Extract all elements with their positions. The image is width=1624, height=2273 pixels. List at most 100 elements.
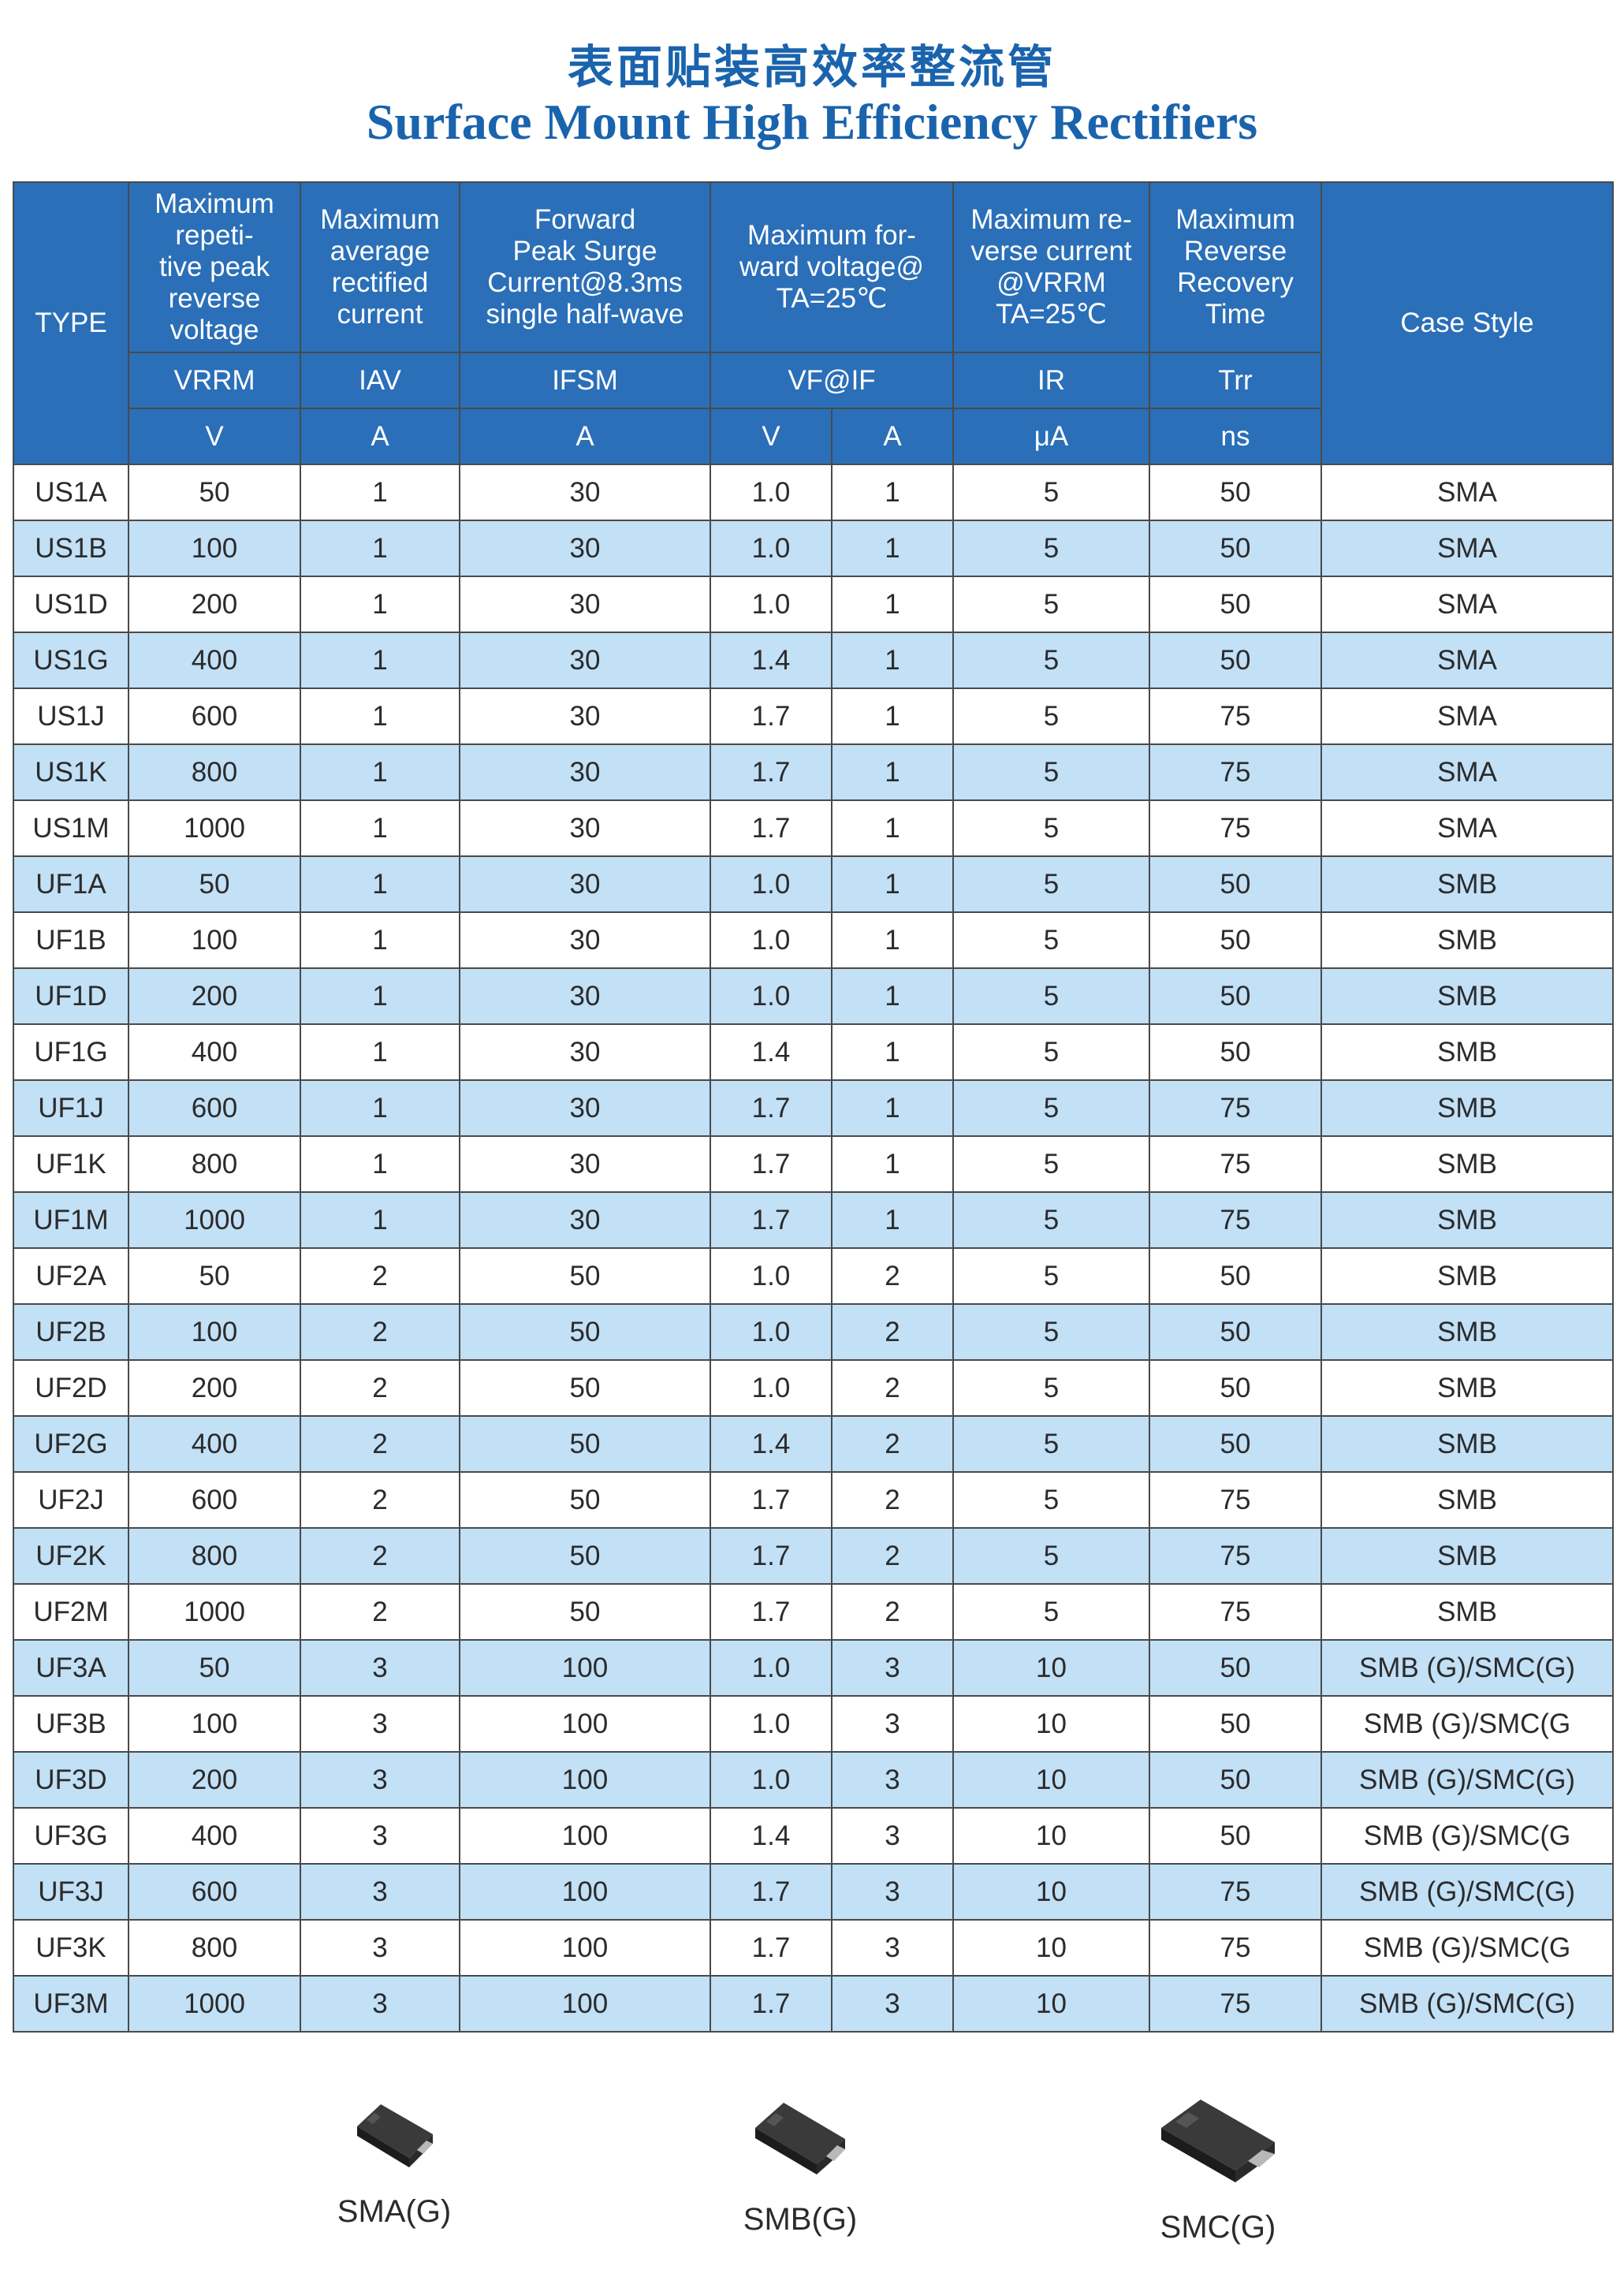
table-row: UF2B 100 2 50 1.0 2 5 50 SMB: [13, 1303, 1615, 1361]
cell-ir: 5: [952, 576, 1151, 633]
header-ifsm-description: Forward Peak Surge Current@8.3ms single …: [459, 181, 711, 353]
header-ir-description: Maximum re- verse current @VRRM TA=25℃: [952, 181, 1151, 353]
cell-trr: 50: [1149, 1247, 1323, 1305]
cell-ir: 5: [952, 520, 1151, 577]
cell-if: 1: [830, 1191, 955, 1249]
cell-vf: 1.7: [710, 1863, 832, 1921]
cell-case-style: SMB: [1320, 967, 1615, 1025]
table-row: UF2D 200 2 50 1.0 2 5 50 SMB: [13, 1359, 1615, 1417]
cell-vf: 1.7: [710, 799, 832, 857]
cell-ifsm: 50: [459, 1415, 711, 1473]
cell-trr: 75: [1149, 1975, 1323, 2033]
cell-trr: 50: [1149, 576, 1323, 633]
cell-ifsm: 50: [459, 1583, 711, 1641]
table-row: UF1D 200 1 30 1.0 1 5 50 SMB: [13, 967, 1615, 1025]
cell-if: 1: [830, 855, 955, 913]
cell-vrrm: 100: [128, 520, 301, 577]
cell-iav: 1: [300, 687, 460, 745]
sma-package-icon: [357, 2104, 433, 2167]
header-case-style: Case Style: [1320, 181, 1615, 465]
cell-case-style: SMB: [1320, 1303, 1615, 1361]
table-row: US1M 1000 1 30 1.7 1 5 75 SMA: [13, 799, 1615, 857]
cell-iav: 1: [300, 1023, 460, 1081]
cell-ir: 5: [952, 1247, 1151, 1305]
cell-case-style: SMB: [1320, 1583, 1615, 1641]
cell-vrrm: 1000: [128, 799, 301, 857]
cell-trr: 50: [1149, 1415, 1323, 1473]
table-row: UF3K 800 3 100 1.7 3 10 75 SMB (G)/SMC(G: [13, 1919, 1615, 1977]
cell-type: UF3M: [13, 1975, 129, 2033]
cell-ifsm: 30: [459, 464, 711, 521]
cell-ir: 5: [952, 1191, 1151, 1249]
cell-ifsm: 50: [459, 1471, 711, 1529]
cell-iav: 2: [300, 1527, 460, 1585]
cell-type: UF3A: [13, 1639, 129, 1697]
cell-vf: 1.0: [710, 911, 832, 969]
cell-case-style: SMB: [1320, 1079, 1615, 1137]
cell-case-style: SMA: [1320, 743, 1615, 801]
cell-vrrm: 50: [128, 855, 301, 913]
cell-trr: 50: [1149, 911, 1323, 969]
cell-case-style: SMA: [1320, 632, 1615, 689]
cell-ir: 5: [952, 1023, 1151, 1081]
table-row: UF2A 50 2 50 1.0 2 5 50 SMB: [13, 1247, 1615, 1305]
cell-ir: 5: [952, 1527, 1151, 1585]
cell-ifsm: 30: [459, 911, 711, 969]
cell-ir: 5: [952, 1415, 1151, 1473]
cell-type: UF3D: [13, 1751, 129, 1809]
cell-ifsm: 30: [459, 1079, 711, 1137]
cell-if: 1: [830, 1135, 955, 1193]
cell-type: UF1K: [13, 1135, 129, 1193]
cell-vf: 1.0: [710, 1247, 832, 1305]
table-row: UF3B 100 3 100 1.0 3 10 50 SMB (G)/SMC(G: [13, 1695, 1615, 1753]
cell-vrrm: 1000: [128, 1191, 301, 1249]
cell-ir: 5: [952, 967, 1151, 1025]
cell-vf: 1.7: [710, 1527, 832, 1585]
cell-case-style: SMA: [1320, 687, 1615, 745]
table-row: UF2K 800 2 50 1.7 2 5 75 SMB: [13, 1527, 1615, 1585]
cell-iav: 1: [300, 632, 460, 689]
cell-type: US1M: [13, 799, 129, 857]
cell-iav: 3: [300, 1695, 460, 1753]
cell-if: 1: [830, 1079, 955, 1137]
cell-trr: 75: [1149, 1863, 1323, 1921]
cell-type: US1D: [13, 576, 129, 633]
cell-iav: 1: [300, 799, 460, 857]
cell-vf: 1.7: [710, 1583, 832, 1641]
cell-trr: 50: [1149, 1359, 1323, 1417]
cell-vrrm: 100: [128, 1303, 301, 1361]
cell-case-style: SMB: [1320, 1135, 1615, 1193]
header-trr-description: Maximum Reverse Recovery Time: [1149, 181, 1323, 353]
cell-if: 2: [830, 1415, 955, 1473]
cell-case-style: SMB: [1320, 1023, 1615, 1081]
cell-ir: 5: [952, 1359, 1151, 1417]
cell-ifsm: 30: [459, 576, 711, 633]
page-title-chinese: 表面贴装高效率整流管: [567, 40, 1056, 94]
table-row: UF3D 200 3 100 1.0 3 10 50 SMB (G)/SMC(G): [13, 1751, 1615, 1809]
header-type: TYPE: [13, 181, 129, 465]
cell-vrrm: 100: [128, 1695, 301, 1753]
cell-vrrm: 200: [128, 576, 301, 633]
cell-ir: 5: [952, 1079, 1151, 1137]
header-symbol-vrrm: VRRM: [128, 352, 301, 409]
table-row: US1A 50 1 30 1.0 1 5 50 SMA: [13, 464, 1615, 521]
cell-iav: 2: [300, 1247, 460, 1305]
cell-case-style: SMB: [1320, 1247, 1615, 1305]
cell-iav: 2: [300, 1303, 460, 1361]
cell-trr: 75: [1149, 1191, 1323, 1249]
cell-trr: 50: [1149, 1807, 1323, 1865]
cell-ir: 5: [952, 1583, 1151, 1641]
cell-iav: 3: [300, 1639, 460, 1697]
cell-if: 1: [830, 911, 955, 969]
cell-if: 2: [830, 1303, 955, 1361]
cell-iav: 3: [300, 1751, 460, 1809]
cell-iav: 1: [300, 743, 460, 801]
cell-trr: 50: [1149, 1303, 1323, 1361]
cell-ir: 5: [952, 632, 1151, 689]
cell-type: US1J: [13, 687, 129, 745]
cell-if: 3: [830, 1975, 955, 2033]
cell-iav: 2: [300, 1583, 460, 1641]
cell-case-style: SMB (G)/SMC(G): [1320, 1751, 1615, 1809]
cell-ir: 5: [952, 1135, 1151, 1193]
cell-trr: 75: [1149, 1079, 1323, 1137]
